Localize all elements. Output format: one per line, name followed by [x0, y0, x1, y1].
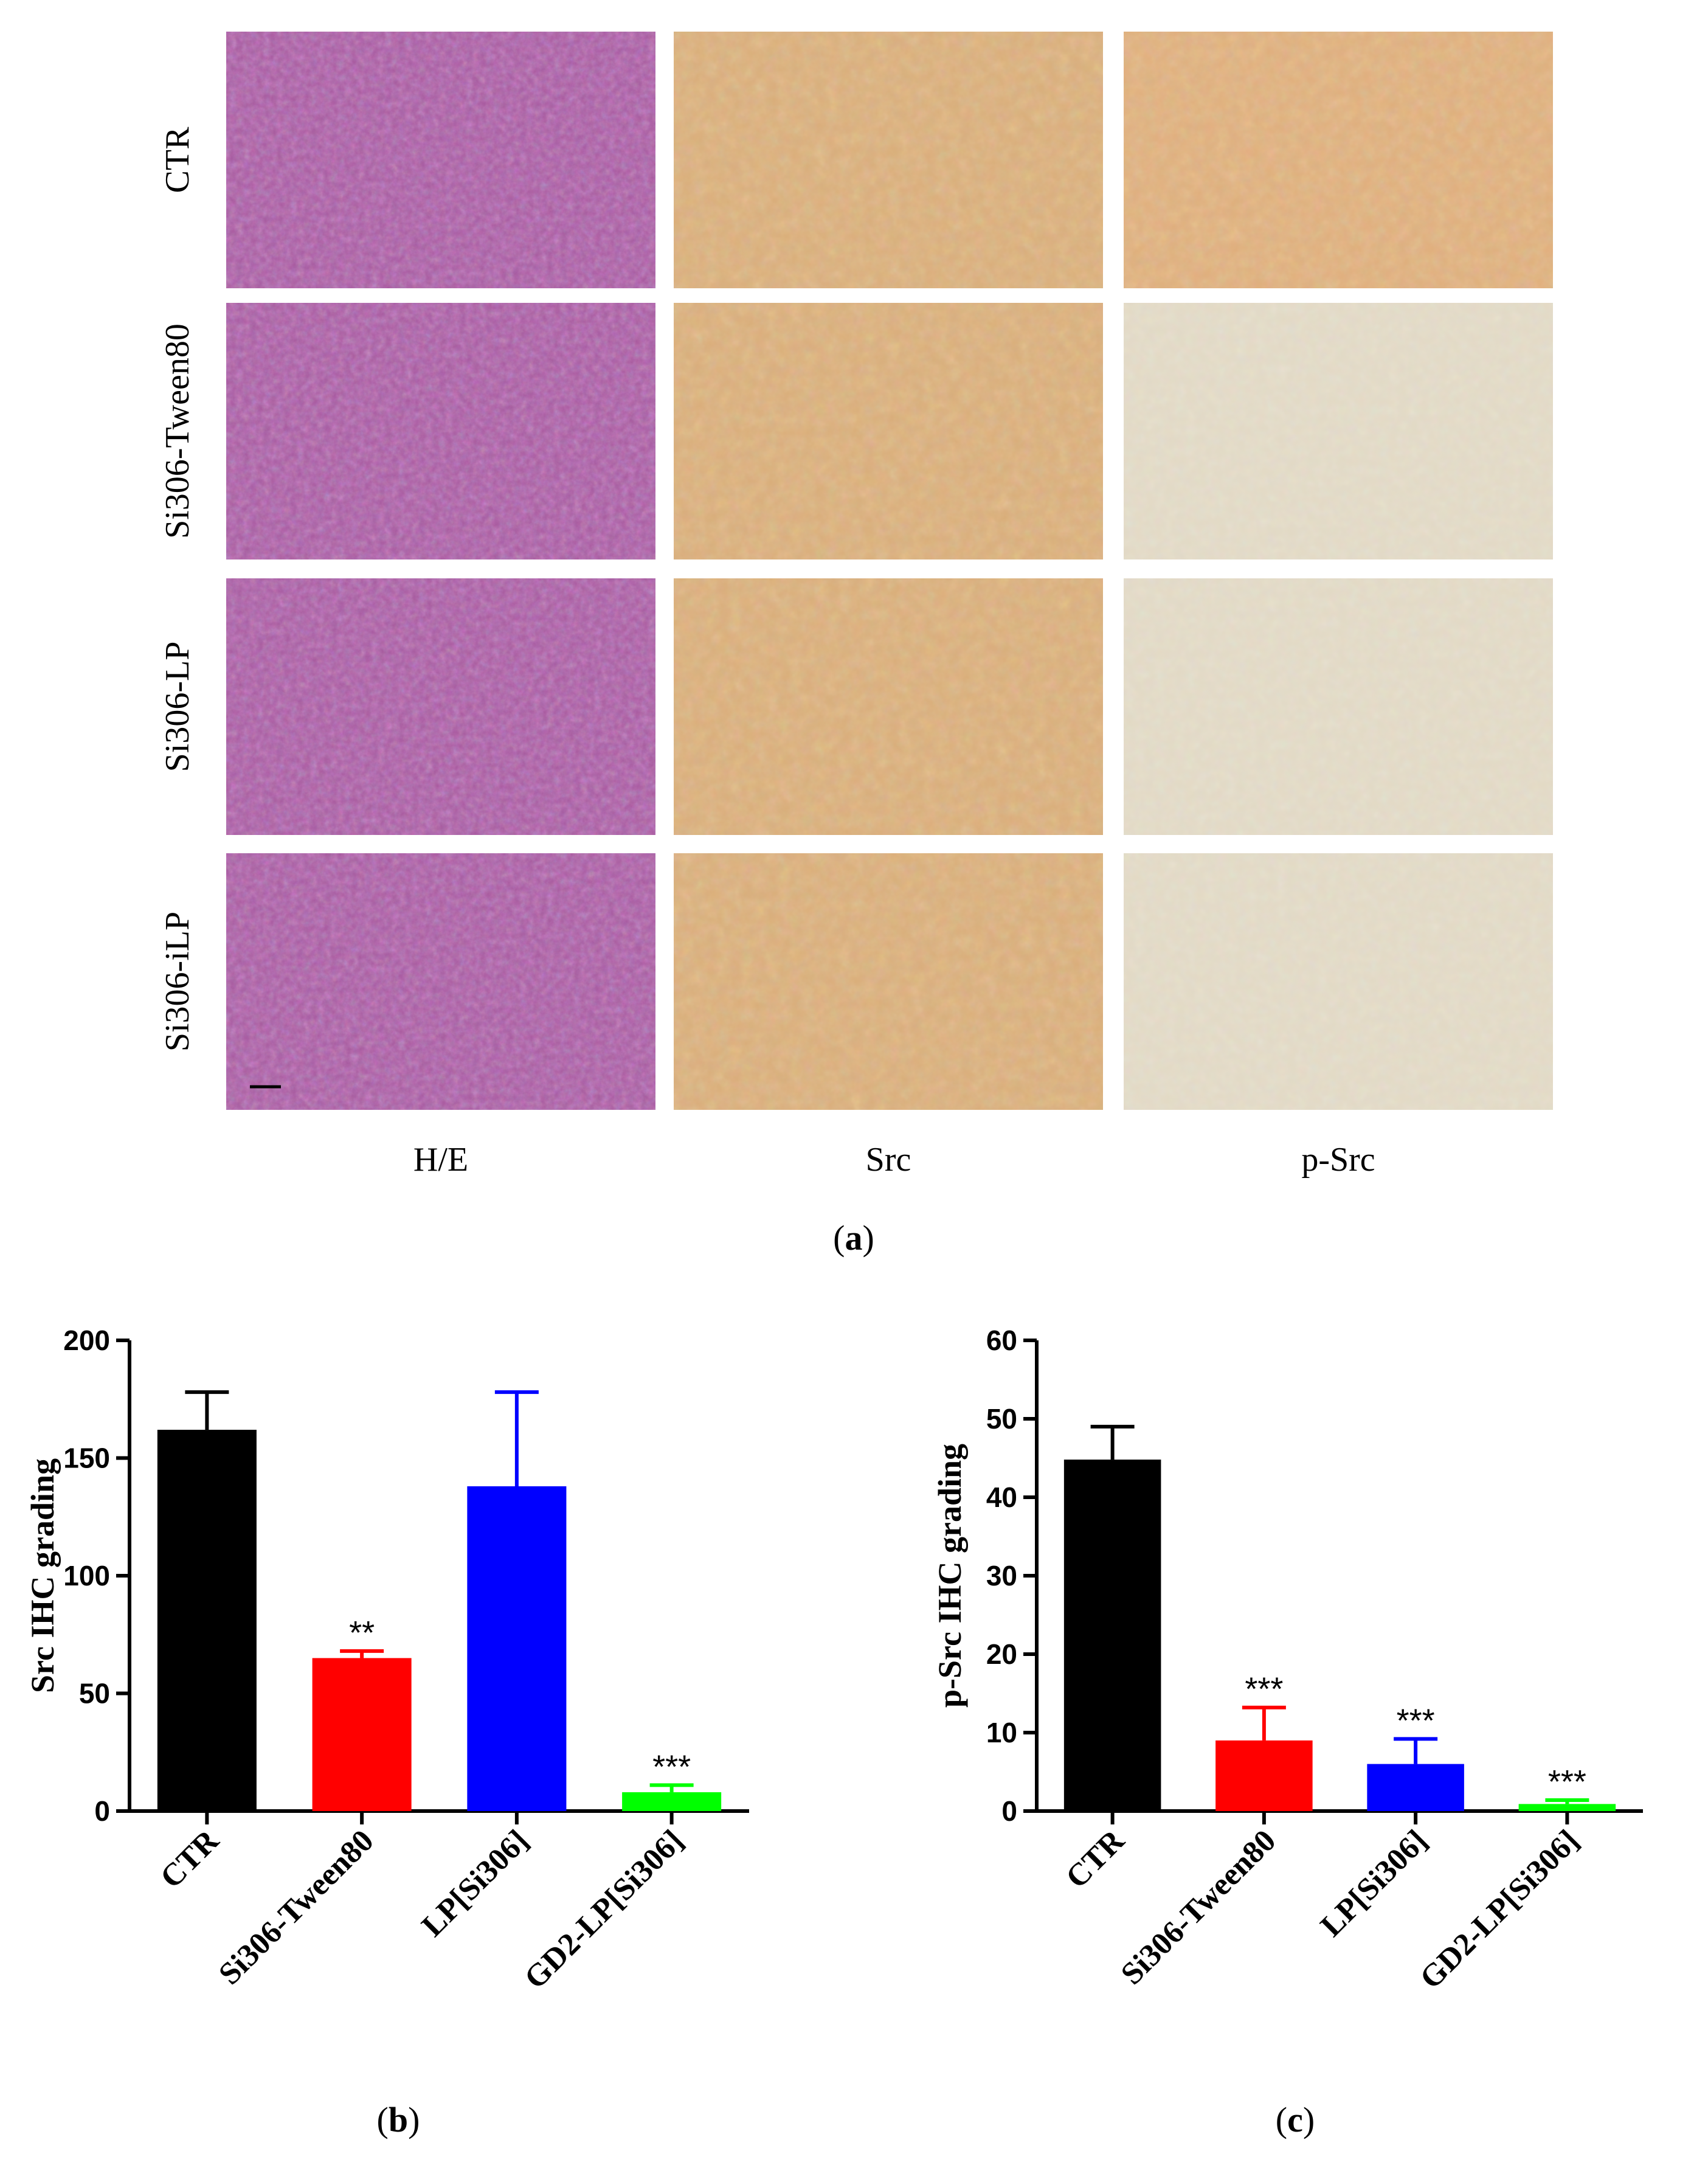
row-label: Si306-LP	[159, 642, 196, 772]
significance-label: ***	[1548, 1764, 1586, 1800]
micrograph-src-row3	[674, 578, 1103, 835]
y-axis-title: Src IHC grading	[24, 1458, 61, 1693]
micrograph-src-row2	[674, 303, 1103, 559]
micrograph-he-row1	[226, 32, 655, 288]
row-label: Si306-Tween80	[159, 324, 196, 539]
y-tick-label: 40	[986, 1481, 1017, 1513]
category-label: GD2-LP[Si306]	[518, 1823, 690, 1995]
panel-b-label: (b)	[377, 2100, 420, 2139]
bar	[1215, 1740, 1313, 1811]
micrograph-src-row1	[674, 32, 1103, 288]
micrograph-psrc-row3	[1124, 578, 1553, 835]
category-label: CTR	[1059, 1823, 1132, 1895]
y-tick-label: 100	[63, 1560, 110, 1592]
row-label: CTR	[159, 126, 196, 193]
micrograph-he-row3	[226, 578, 655, 835]
column-label: Src	[866, 1141, 911, 1179]
src-ihc-chart: 0 50 100 150 200 Src IHC grading CTR ** Si306-Tw…	[24, 1325, 749, 1996]
y-tick-label: 60	[986, 1325, 1017, 1356]
micrograph-psrc-row2	[1124, 303, 1553, 559]
row-labels: CTR Si306-Tween80 Si306-LP Si306-iLP	[159, 126, 196, 1051]
category-label: GD2-LP[Si306]	[1413, 1823, 1585, 1995]
bar	[1063, 1460, 1161, 1811]
bar	[157, 1430, 257, 1811]
y-tick-label: 0	[1001, 1795, 1017, 1827]
bar	[467, 1486, 567, 1811]
micrograph-panel: CTR Si306-Tween80 Si306-LP Si306-iLP H/E Src…	[159, 32, 1553, 1258]
micrograph-he-row4	[226, 853, 655, 1110]
category-label: Si306-Tween80	[1115, 1823, 1283, 1992]
y-tick-label: 20	[986, 1638, 1017, 1670]
y-tick-label: 30	[986, 1560, 1017, 1592]
psrc-ihc-chart: 0 10 20 30 40 50 60 p-Src IHC grading CTR *** Si30…	[932, 1325, 1643, 1996]
panel-c-label: (c)	[1276, 2100, 1315, 2139]
category-label: LP[Si306]	[415, 1823, 536, 1944]
y-tick-label: 0	[94, 1795, 110, 1827]
y-tick-label: 10	[986, 1717, 1017, 1748]
micrograph-he-row2	[226, 303, 655, 559]
bar	[1518, 1804, 1616, 1811]
micrograph-psrc-row1	[1124, 32, 1553, 288]
micrograph-src-row4	[674, 853, 1103, 1110]
micrograph-psrc-row4	[1124, 853, 1553, 1110]
category-label: Si306-Tween80	[212, 1823, 381, 1992]
bar	[622, 1792, 722, 1811]
category-label: CTR	[154, 1823, 226, 1895]
y-tick-label: 50	[79, 1678, 110, 1709]
column-label: p-Src	[1301, 1141, 1375, 1179]
y-tick-label: 50	[986, 1403, 1017, 1435]
column-labels: H/E Src p-Src	[413, 1141, 1375, 1179]
bar	[1367, 1764, 1464, 1811]
significance-label: ***	[1397, 1702, 1435, 1739]
significance-label: **	[349, 1615, 375, 1651]
y-axis-title: p-Src IHC grading	[932, 1444, 968, 1708]
significance-label: ***	[652, 1748, 691, 1785]
row-label: Si306-iLP	[159, 912, 196, 1051]
panel-a-label: (a)	[833, 1218, 874, 1258]
column-label: H/E	[413, 1141, 468, 1179]
bar	[312, 1658, 412, 1811]
category-label: LP[Si306]	[1314, 1823, 1434, 1944]
micrograph-grid	[226, 32, 1553, 1110]
y-tick-label: 200	[63, 1325, 110, 1356]
significance-label: ***	[1245, 1671, 1283, 1708]
y-tick-label: 150	[63, 1443, 110, 1474]
